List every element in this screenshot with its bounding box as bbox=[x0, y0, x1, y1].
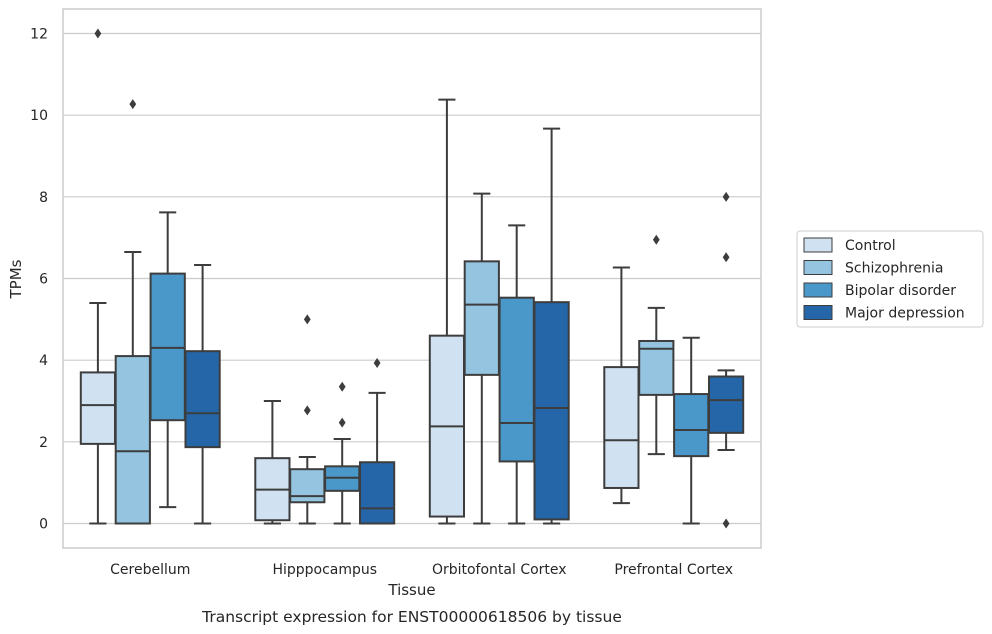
x-tick-label: Orbitofontal Cortex bbox=[432, 562, 567, 578]
box-major-depression bbox=[707, 191, 745, 529]
outlier-marker bbox=[338, 417, 346, 428]
x-tick-label: Prefrontal Cortex bbox=[614, 562, 733, 578]
box-bipolar-disorder bbox=[324, 381, 361, 525]
y-tick-label: 0 bbox=[39, 517, 48, 533]
outlier-marker bbox=[303, 314, 311, 325]
box-iqr bbox=[638, 339, 675, 396]
box-major-depression bbox=[184, 264, 221, 525]
legend-label: Bipolar disorder bbox=[845, 283, 956, 299]
outlier-marker bbox=[373, 358, 381, 369]
box-bipolar-disorder bbox=[498, 224, 535, 525]
legend-swatch bbox=[803, 282, 833, 298]
box-iqr bbox=[463, 260, 500, 376]
legend: Control Schizophrenia Bipolar disorder Majo… bbox=[796, 230, 984, 328]
outlier-marker bbox=[722, 252, 730, 263]
outlier-marker bbox=[94, 28, 102, 39]
box-iqr bbox=[114, 355, 151, 525]
box-iqr bbox=[184, 350, 221, 449]
box-bipolar-disorder bbox=[149, 211, 186, 509]
box-major-depression bbox=[358, 358, 396, 525]
box-bipolar-disorder bbox=[673, 336, 710, 525]
y-tick-label: 2 bbox=[39, 435, 48, 451]
x-tick-label: Cerebellum bbox=[110, 562, 190, 578]
legend-label: Major depression bbox=[845, 306, 965, 322]
box-iqr bbox=[603, 366, 640, 489]
outlier-marker bbox=[722, 191, 730, 202]
y-tick-label: 12 bbox=[30, 27, 48, 43]
y-tick-label: 4 bbox=[39, 353, 48, 369]
box-iqr bbox=[289, 468, 326, 504]
outlier-marker bbox=[338, 381, 346, 392]
legend-label: Control bbox=[845, 238, 896, 254]
legend-swatch bbox=[803, 260, 833, 275]
box-control bbox=[79, 28, 117, 525]
box-schizophrenia bbox=[114, 99, 151, 525]
box-iqr bbox=[149, 272, 186, 422]
box-control bbox=[428, 98, 466, 525]
legend-swatch bbox=[803, 305, 833, 320]
y-tick-label: 8 bbox=[39, 190, 48, 206]
box-iqr bbox=[498, 296, 535, 463]
box-iqr bbox=[358, 461, 396, 525]
box-control bbox=[254, 400, 291, 525]
box-iqr bbox=[673, 393, 710, 458]
chart-caption: Transcript expression for ENST0000061850… bbox=[201, 608, 622, 626]
x-axis-title: Tissue bbox=[387, 581, 435, 599]
outlier-marker bbox=[652, 234, 660, 245]
legend-swatch bbox=[803, 237, 833, 253]
box-major-depression bbox=[533, 127, 570, 525]
y-tick-label: 10 bbox=[30, 108, 48, 124]
box-schizophrenia bbox=[289, 314, 326, 525]
outlier-marker bbox=[303, 405, 311, 416]
y-tick-label: 6 bbox=[39, 272, 48, 288]
y-axis-ticks: 0 2 4 6 8 10 12 bbox=[30, 27, 48, 533]
x-tick-label: Hipppocampus bbox=[272, 562, 377, 578]
outlier-marker bbox=[722, 518, 730, 529]
legend-frame bbox=[796, 230, 984, 328]
box-schizophrenia bbox=[463, 192, 500, 525]
box-plot-marks bbox=[79, 28, 745, 529]
box-iqr bbox=[707, 375, 745, 434]
y-axis-title: TPMs bbox=[7, 259, 25, 299]
box-control bbox=[603, 266, 640, 505]
box-schizophrenia bbox=[638, 234, 675, 456]
box-iqr bbox=[79, 371, 117, 445]
x-axis-ticks: Cerebellum Hipppocampus Orbitofontal Corte… bbox=[110, 562, 733, 578]
box-iqr bbox=[533, 301, 570, 521]
outlier-marker bbox=[129, 99, 137, 110]
legend-label: Schizophrenia bbox=[845, 261, 943, 277]
plot-frame bbox=[62, 8, 762, 549]
